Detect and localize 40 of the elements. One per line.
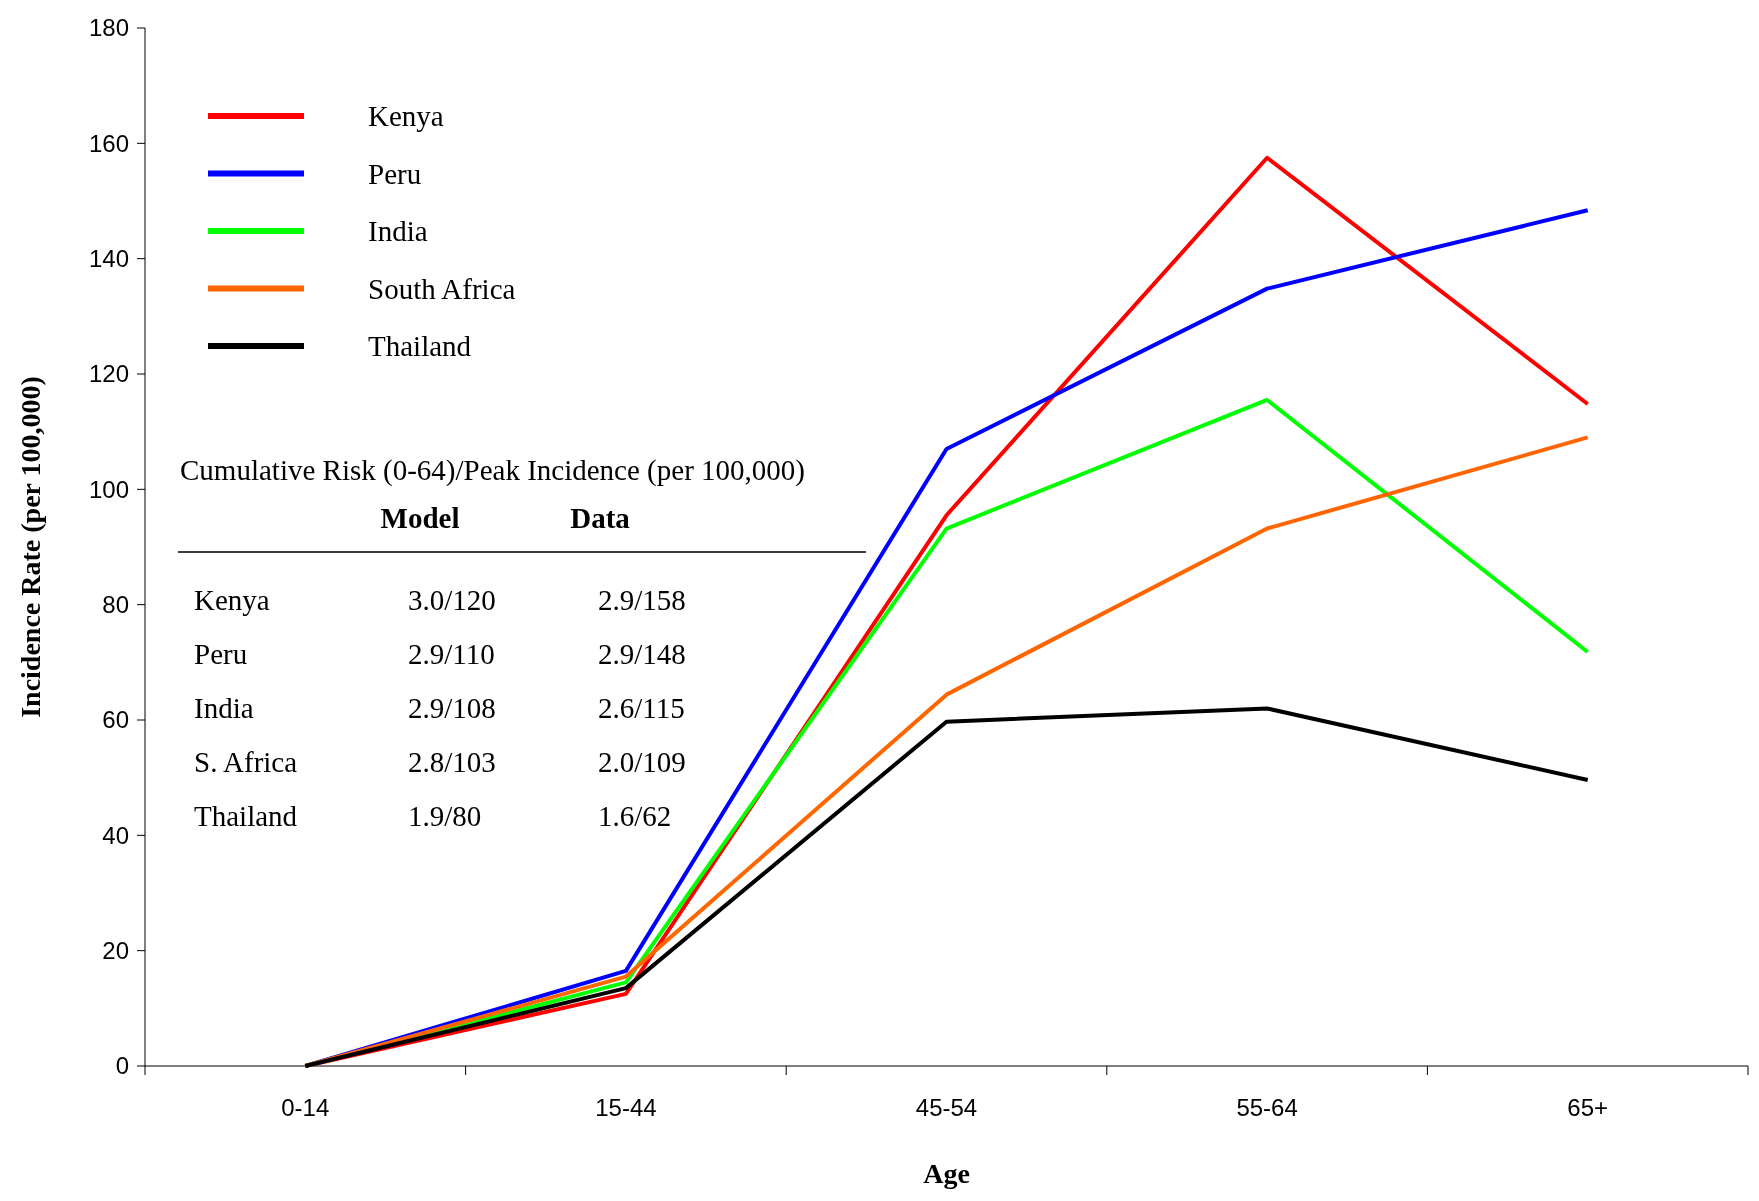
- annotation: 2.0/109: [598, 746, 686, 779]
- annotation: Peru: [194, 638, 248, 671]
- legend-label: South Africa: [368, 272, 516, 305]
- annotation: Cumulative Risk (0-64)/Peak Incidence (per 100,000): [180, 454, 805, 488]
- annotation: 1.9/80: [408, 800, 482, 833]
- annotation: Thailand: [194, 800, 298, 833]
- annotation: 2.9/158: [598, 584, 686, 617]
- annotation: 2.8/103: [408, 746, 496, 779]
- legend-label: Thailand: [368, 330, 472, 363]
- x-tick-label: 0-14: [281, 1094, 330, 1121]
- y-tick-label: 160: [88, 129, 129, 157]
- annotation: Model: [380, 502, 460, 535]
- y-tick-label: 60: [102, 706, 129, 734]
- x-tick-label: 55-64: [1236, 1094, 1298, 1121]
- annotation: 1.6/62: [598, 800, 672, 833]
- annotation: Kenya: [194, 584, 270, 617]
- y-tick-label: 0: [115, 1052, 129, 1080]
- annotation: 3.0/120: [408, 584, 496, 617]
- y-tick-label: 20: [102, 937, 129, 965]
- annotation: Data: [570, 502, 631, 535]
- y-axis-title: Incidence Rate (per 100,000): [15, 376, 46, 718]
- y-tick-label: 140: [88, 245, 129, 273]
- annotation: 2.9/110: [408, 638, 495, 671]
- annotation: 2.9/148: [598, 638, 686, 671]
- y-tick-label: 180: [88, 14, 129, 42]
- annotation: S. Africa: [194, 746, 298, 779]
- y-tick-label: 100: [88, 475, 129, 503]
- legend-label: Kenya: [368, 100, 444, 133]
- x-axis-title: Age: [923, 1158, 970, 1189]
- y-tick-label: 120: [88, 360, 129, 388]
- x-tick-label: 15-44: [595, 1094, 657, 1121]
- legend-label: India: [368, 215, 428, 248]
- y-tick-label: 80: [102, 591, 129, 619]
- annotation: 2.6/115: [598, 692, 685, 725]
- y-tick-label: 40: [102, 821, 129, 849]
- annotation: India: [194, 692, 254, 725]
- legend-label: Peru: [368, 157, 422, 190]
- x-tick-label: 45-54: [915, 1094, 978, 1121]
- annotation: 2.9/108: [408, 692, 496, 725]
- x-tick-label: 65+: [1567, 1094, 1609, 1121]
